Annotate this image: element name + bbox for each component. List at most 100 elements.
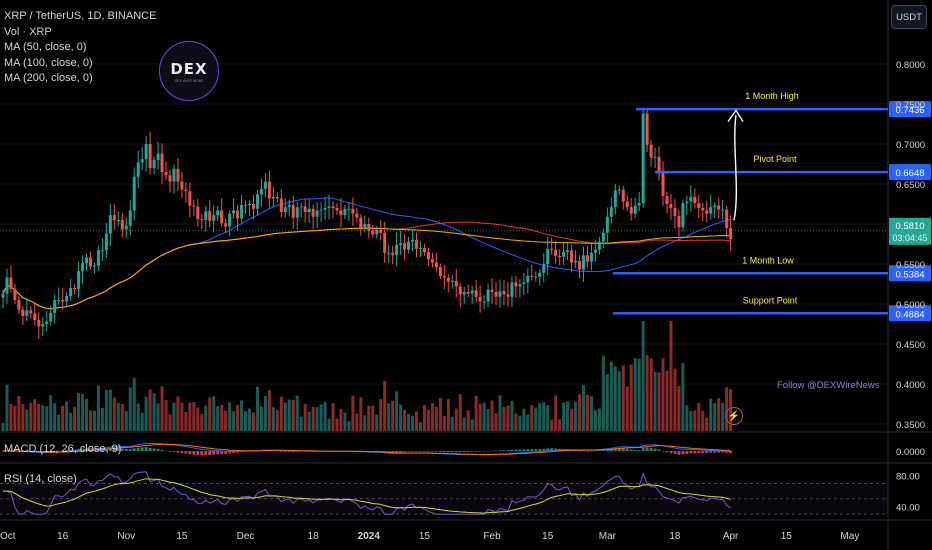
candle-body — [61, 300, 65, 302]
volume-bar — [204, 405, 208, 431]
time-tick-label: Dec — [237, 531, 255, 542]
volume-bar — [701, 410, 705, 431]
volume-bar — [510, 400, 514, 431]
candle-body — [629, 207, 633, 214]
volume-bar — [164, 400, 168, 431]
candle-body — [685, 201, 689, 204]
volume-bar — [645, 354, 649, 431]
volume-bar — [236, 404, 240, 431]
candle-body — [709, 207, 713, 214]
indicator-ma100[interactable]: MA (100, close, 0) — [4, 56, 93, 69]
volume-bar — [315, 407, 319, 431]
volume-bar — [108, 389, 112, 431]
volume-bar — [172, 402, 176, 431]
candle-body — [29, 310, 33, 314]
candle-body — [172, 168, 176, 182]
time-tick-label: 2024 — [358, 531, 381, 542]
candle-body — [128, 210, 132, 226]
volume-bar — [514, 413, 518, 431]
candle-body — [25, 310, 29, 316]
candle-body — [92, 265, 96, 267]
macd-histogram-bar — [621, 448, 625, 451]
level-lines: 1 Month High Pivot Point 1 Month Low Suppor… — [613, 91, 888, 315]
lightning-icon[interactable]: ⚡ — [725, 407, 743, 425]
volume-bar — [88, 410, 92, 431]
volume-bar — [232, 411, 236, 431]
indicator-ma50[interactable]: MA (50, close, 0) — [4, 41, 87, 53]
level-label: 1 Month Low — [742, 255, 794, 265]
candle-body — [132, 176, 136, 211]
macd-histogram-bar — [649, 448, 653, 451]
macd-histogram-bar — [200, 451, 204, 456]
macd-histogram-bar — [426, 451, 430, 452]
volume-bar — [446, 399, 450, 431]
ma-200-line — [2, 227, 731, 310]
candle-body — [57, 300, 61, 301]
volume-bar — [124, 411, 128, 431]
candle-body — [379, 229, 383, 233]
macd-histogram-bar — [116, 447, 120, 451]
macd-histogram-bar — [422, 451, 426, 452]
level-label: Support Point — [743, 295, 798, 305]
candle-body — [176, 168, 180, 182]
volume-bar — [566, 401, 570, 431]
volume-bar — [478, 403, 482, 431]
level-price-tag — [889, 305, 931, 322]
macd-histogram-bar — [220, 451, 224, 455]
macd-histogram-bar — [196, 451, 200, 456]
candle-body — [220, 210, 224, 224]
volume-bar — [311, 406, 315, 431]
volume-bar — [597, 408, 601, 431]
macd-histogram-bar — [128, 449, 132, 451]
macd-histogram-bar — [709, 451, 713, 453]
macd-histogram-bar — [442, 451, 446, 453]
macd-histogram-bar — [657, 449, 661, 451]
candle-body — [327, 206, 331, 208]
volume-bar — [649, 358, 653, 431]
volume-bar — [355, 413, 359, 431]
volume-bar — [562, 402, 566, 431]
candle-body — [73, 288, 77, 289]
volume-bar — [490, 400, 494, 431]
candle-body — [275, 196, 279, 199]
candle-body — [160, 153, 164, 172]
symbol-title[interactable]: XRP / TetherUS, 1D, BINANCE — [4, 10, 157, 22]
candle-body — [589, 252, 593, 262]
candle-body — [192, 205, 196, 207]
volume-bar — [160, 386, 164, 431]
volume-bar — [192, 402, 196, 431]
candle-body — [200, 219, 204, 221]
rsi-pane — [0, 471, 888, 515]
currency-button[interactable]: USDT — [891, 5, 927, 29]
macd-histogram-bar — [228, 451, 232, 454]
macd-histogram-bar — [458, 451, 462, 453]
volume-bar — [81, 393, 85, 431]
volume-bar — [681, 363, 685, 431]
volume-bar — [184, 411, 188, 431]
candle-body — [681, 203, 685, 228]
volume-bar — [13, 405, 17, 431]
rsi-label[interactable]: RSI (14, close) — [4, 473, 77, 485]
volume-bar — [104, 389, 108, 431]
candle-body — [387, 252, 391, 254]
candle-body — [486, 289, 490, 302]
volume-bar — [605, 374, 609, 431]
candle-body — [136, 162, 140, 177]
macd-histogram-bar — [665, 451, 669, 453]
candle-body — [303, 206, 307, 212]
volume-bar — [542, 402, 546, 431]
candle-body — [77, 271, 81, 289]
volume-bar — [263, 395, 267, 431]
macd-histogram-bar — [578, 450, 582, 452]
indicator-ma200[interactable]: MA (200, close, 0) — [4, 72, 93, 84]
candle-body — [597, 241, 601, 250]
macd-histogram-bar — [132, 448, 136, 451]
macd-histogram-bar — [717, 451, 721, 453]
candle-body — [291, 204, 295, 218]
rsi-line — [3, 471, 731, 515]
macd-histogram-bar — [108, 447, 112, 451]
indicator-volume[interactable]: Vol · XRP — [4, 25, 52, 38]
macd-label[interactable]: MACD (12, 26, close, 9) — [4, 443, 122, 455]
candle-body — [81, 263, 85, 272]
